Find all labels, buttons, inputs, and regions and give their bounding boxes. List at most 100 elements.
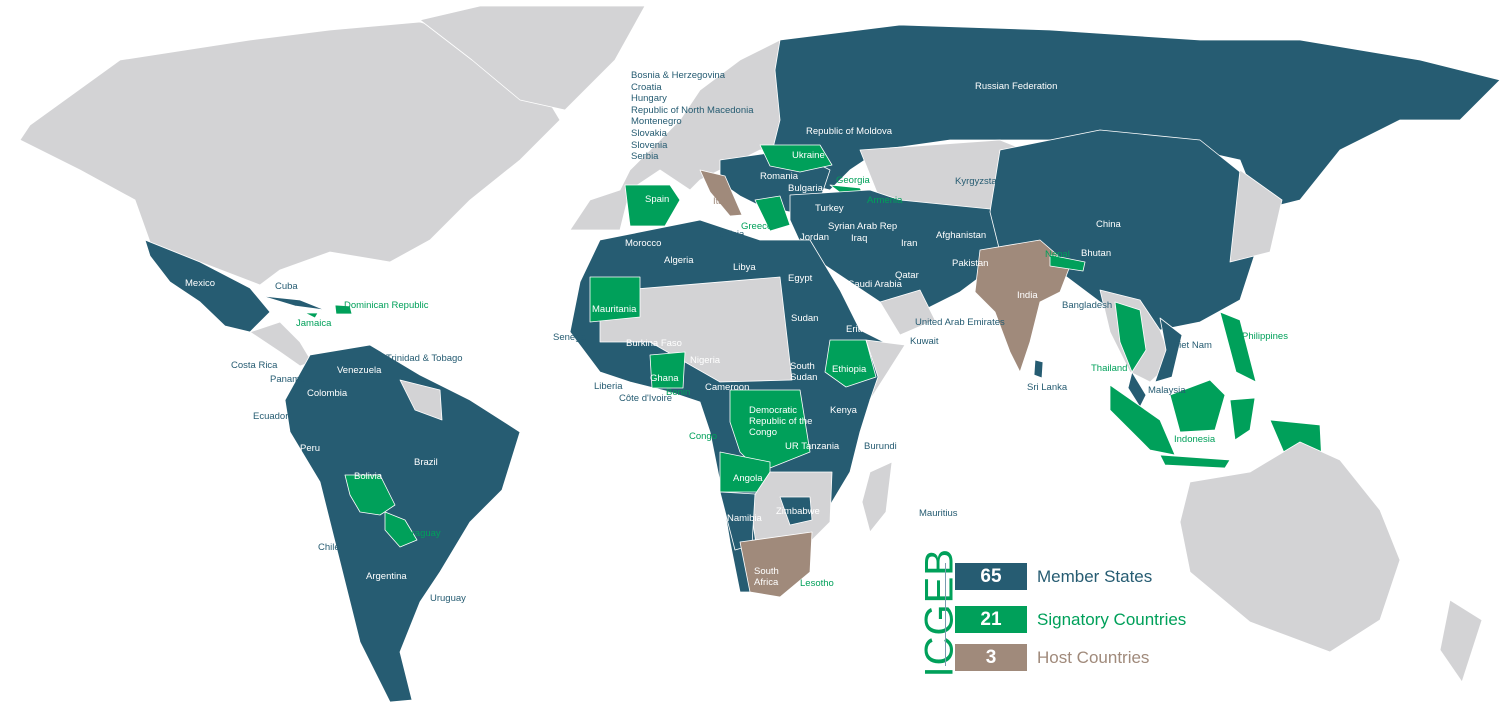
- country-label: Sudan: [791, 313, 819, 324]
- region-spain: [624, 184, 681, 227]
- country-label: Zimbabwe: [776, 506, 820, 517]
- europe-member-item: Slovakia: [631, 127, 667, 139]
- europe-member-item: Serbia: [631, 151, 659, 163]
- region-nepal: [1049, 254, 1086, 272]
- legend-item-member: 65 Member States: [955, 563, 1152, 590]
- country-label: Chile: [318, 542, 340, 553]
- country-label: Peru: [300, 443, 321, 454]
- legend: ICGEB 65 Member States 21 Signatory Coun…: [900, 548, 1220, 677]
- region-greenland: [419, 5, 646, 111]
- country-label: Georgia: [836, 175, 870, 186]
- country-label: Panama: [270, 374, 306, 385]
- europe-member-item: Republic of North Macedonia: [631, 104, 754, 116]
- country-label: Jordan: [800, 232, 830, 243]
- country-label: Paraguay: [400, 528, 441, 539]
- country-label: Lesotho: [800, 578, 834, 589]
- europe-member-item: Croatia: [631, 81, 662, 93]
- country-label: UR Tanzania: [785, 441, 840, 452]
- country-label: Egypt: [788, 273, 813, 284]
- country-label: United Arab Emirates: [915, 317, 1005, 328]
- country-label: Mauritania: [592, 304, 637, 315]
- country-label: Armenia: [867, 195, 903, 206]
- country-label: Venezuela: [337, 365, 382, 376]
- country-label: Saudi Arabia: [848, 279, 902, 290]
- country-label: Ethiopia: [832, 364, 867, 375]
- country-label: Ecuador: [253, 411, 289, 422]
- region-philippines: [1219, 311, 1257, 383]
- europe-member-item: Slovenia: [631, 139, 668, 151]
- region-cuba: [261, 295, 326, 311]
- country-label: Jamaica: [296, 318, 332, 329]
- country-label: China: [1096, 219, 1121, 230]
- country-label: Namibia: [727, 513, 762, 524]
- country-label: Thailand: [1091, 363, 1128, 374]
- legend-count: 21: [955, 606, 1027, 633]
- country-label: Bhutan: [1081, 248, 1112, 259]
- country-label: Liberia: [594, 381, 623, 392]
- country-label: Pakistan: [952, 258, 989, 269]
- region-guianas: [399, 379, 443, 421]
- country-label: Dominican Republic: [344, 300, 429, 311]
- legend-count: 65: [955, 563, 1027, 590]
- region-madagascar: [861, 461, 893, 533]
- country-label: Senegal: [553, 332, 588, 343]
- region-australia: [1179, 441, 1401, 653]
- country-label: Tunisia: [714, 229, 745, 240]
- country-label: South Africa: [754, 566, 779, 588]
- country-label: Burkina Faso: [626, 338, 682, 349]
- legend-label: Member States: [1037, 566, 1153, 586]
- region-java: [1159, 454, 1231, 469]
- region-dominican-republic: [334, 304, 353, 315]
- country-label: Greece: [741, 221, 773, 232]
- country-label: Romania: [760, 171, 799, 182]
- country-label: Iran: [901, 238, 918, 249]
- country-label: Eritrea: [846, 324, 874, 335]
- country-label: Benin: [666, 387, 691, 398]
- country-label: Ukraine: [792, 150, 825, 161]
- region-mauritania: [589, 276, 641, 323]
- region-bolivia: [344, 474, 396, 516]
- country-label: Republic of Moldova: [806, 126, 893, 137]
- country-label: Burundi: [864, 441, 897, 452]
- country-label: Kyrgyzstan: [955, 176, 1002, 187]
- region-japan: [1229, 169, 1283, 263]
- country-label: Spain: [645, 194, 670, 205]
- country-label: Colombia: [307, 388, 348, 399]
- region-sahel: [599, 276, 793, 383]
- country-label: Algeria: [664, 255, 694, 266]
- country-label: Bangladesh: [1062, 300, 1113, 311]
- country-label: Malaysia: [1148, 385, 1186, 396]
- region-new-zealand: [1439, 599, 1483, 683]
- region-greece: [754, 195, 791, 232]
- country-label: Qatar: [895, 270, 919, 281]
- legend-count: 3: [955, 644, 1027, 671]
- legend-divider: [945, 563, 946, 666]
- region-north-america: [19, 21, 561, 286]
- country-label: Mexico: [185, 278, 216, 289]
- country-label: Cuba: [275, 281, 298, 292]
- region-zimbabwe: [779, 496, 813, 526]
- legend-item-host: 3 Host Countries: [955, 644, 1149, 671]
- region-borneo: [1169, 379, 1226, 433]
- region-sumatra: [1109, 384, 1176, 456]
- country-label: Turkey: [815, 203, 844, 214]
- europe-member-list: Bosnia & Herzegovina Croatia Hungary Rep…: [631, 70, 754, 163]
- country-label: Bolivia: [354, 471, 382, 482]
- country-label: Argentina: [366, 571, 407, 582]
- europe-member-item: Montenegro: [631, 116, 682, 128]
- country-label: Philippines: [1242, 331, 1288, 342]
- region-horn: [865, 339, 906, 401]
- region-viet-nam: [1154, 317, 1183, 383]
- country-label: Angola: [733, 473, 763, 484]
- region-mexico: [144, 239, 271, 333]
- legend-label: Host Countries: [1037, 647, 1150, 667]
- country-label: Italy: [713, 196, 731, 207]
- country-label: Libya: [733, 262, 756, 273]
- country-label: Cameroon: [705, 382, 750, 393]
- europe-member-item: Bosnia & Herzegovina: [631, 70, 725, 81]
- country-label: Democratic Republic of the Congo: [749, 405, 813, 438]
- country-label: Nigeria: [690, 355, 721, 366]
- country-label: Morocco: [625, 238, 662, 249]
